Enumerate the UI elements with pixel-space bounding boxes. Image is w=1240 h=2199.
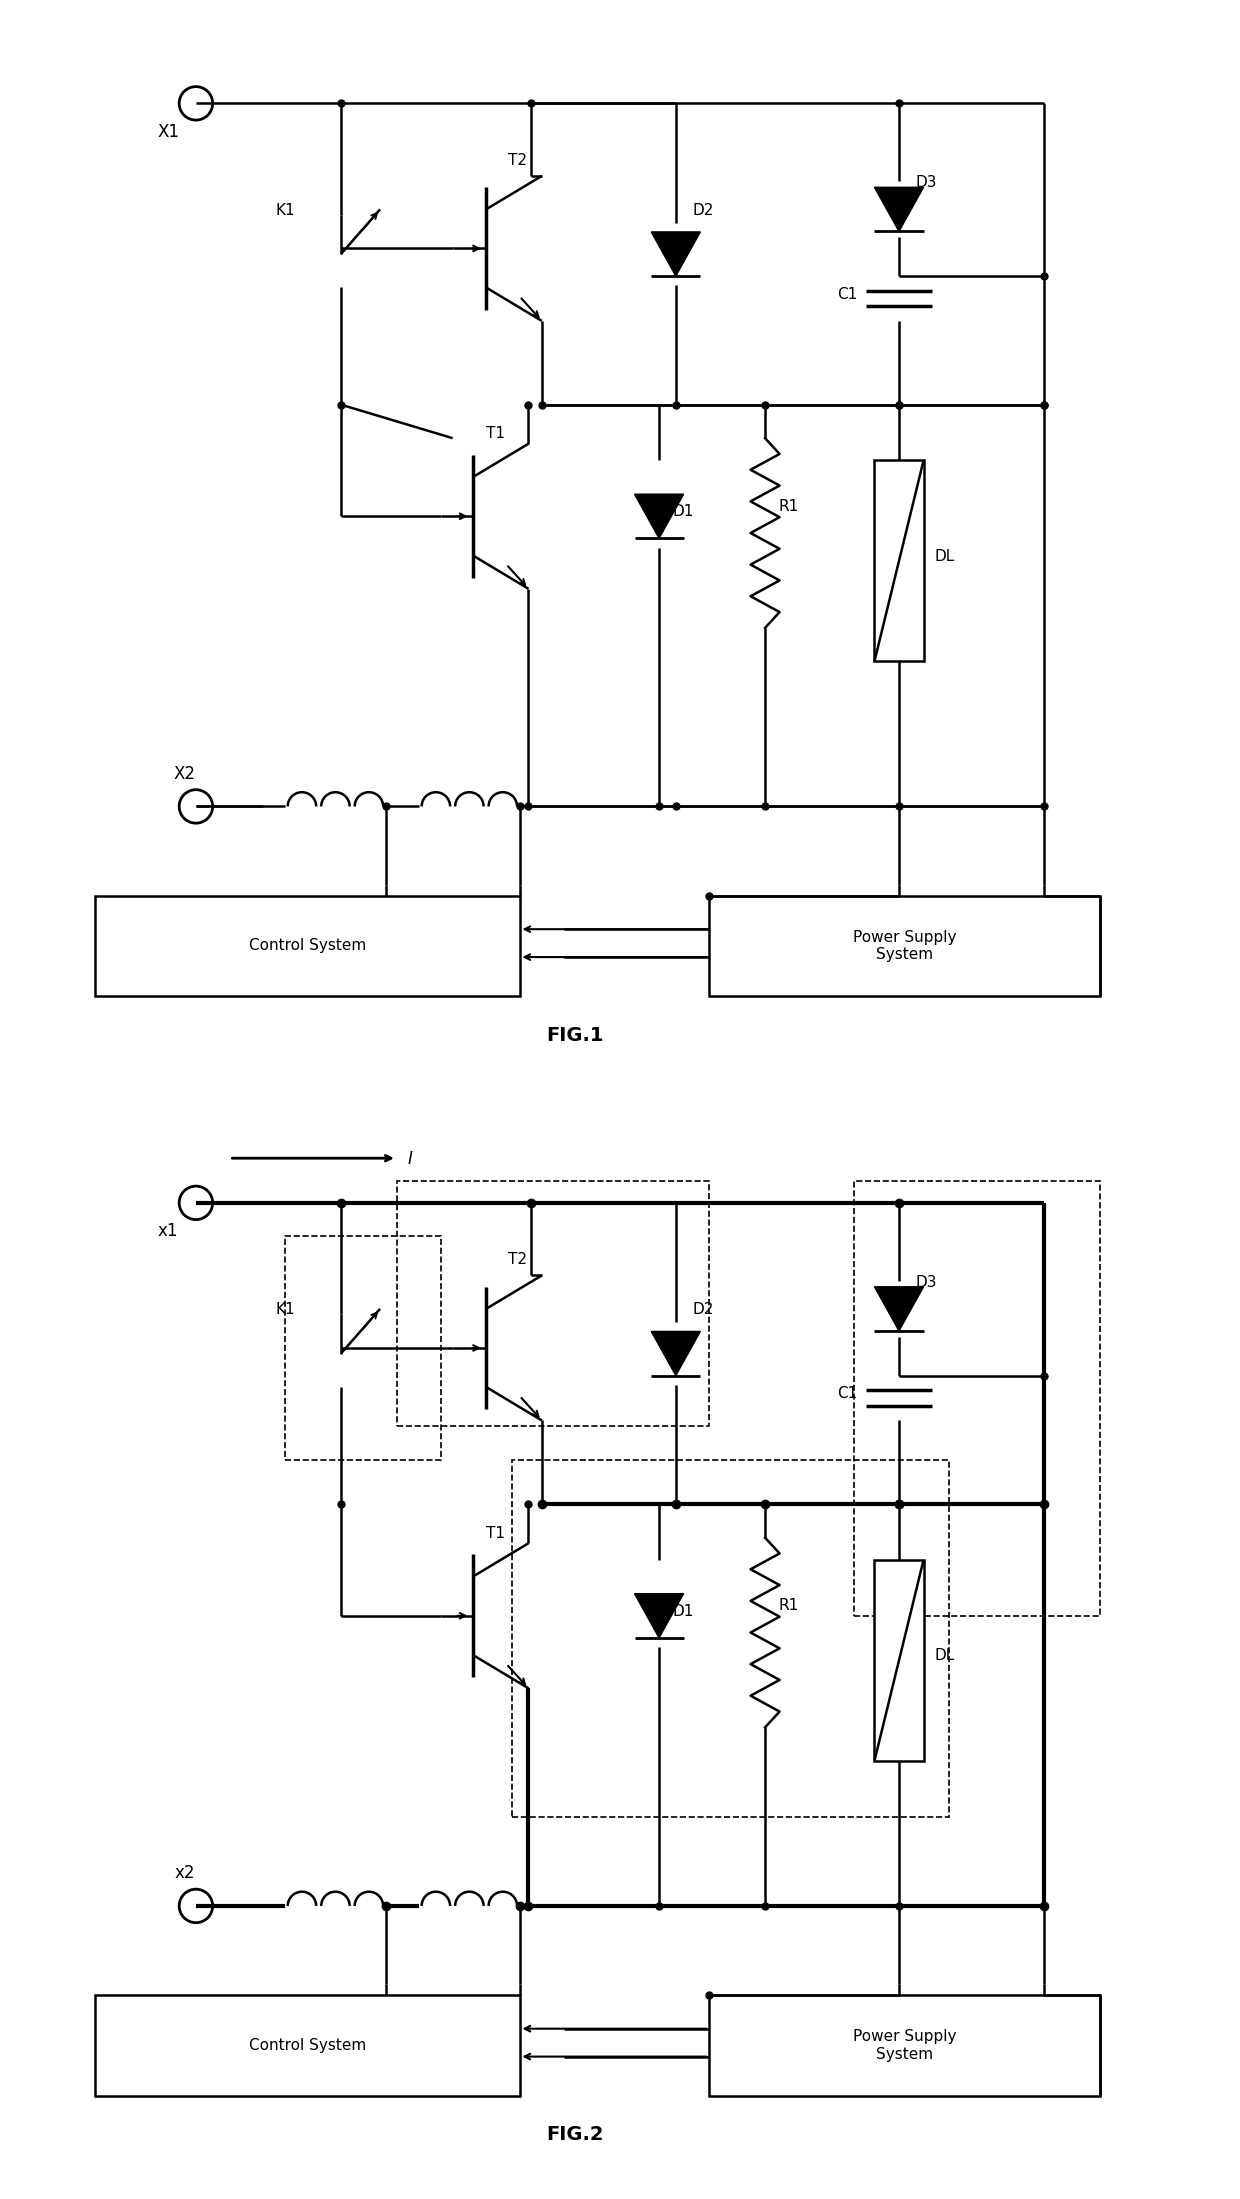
Text: x2: x2	[175, 1865, 195, 1882]
Bar	[874, 460, 924, 662]
Text: FIG.1: FIG.1	[547, 1025, 604, 1045]
Text: D1: D1	[672, 1603, 694, 1618]
Text: Power Supply
System: Power Supply System	[853, 2030, 956, 2063]
Text: C1: C1	[838, 1385, 858, 1401]
Text: K1: K1	[275, 1302, 295, 1317]
Bar	[709, 1994, 1100, 2096]
Text: DL: DL	[935, 1649, 955, 1662]
Polygon shape	[635, 1594, 683, 1638]
Bar	[397, 1181, 709, 1425]
Bar	[512, 1460, 950, 1816]
Text: Control System: Control System	[249, 2038, 366, 2054]
Text: K1: K1	[275, 202, 295, 218]
Bar	[285, 1236, 441, 1460]
Text: T2: T2	[508, 152, 527, 167]
Text: I: I	[408, 1150, 413, 1168]
Bar	[709, 895, 1100, 996]
Text: x1: x1	[157, 1223, 179, 1240]
Text: Power Supply
System: Power Supply System	[853, 930, 956, 963]
Polygon shape	[651, 231, 701, 277]
Polygon shape	[874, 187, 924, 231]
Text: DL: DL	[935, 550, 955, 563]
Bar	[95, 895, 520, 996]
Text: X2: X2	[174, 765, 196, 783]
Text: D2: D2	[693, 1302, 714, 1317]
Text: D3: D3	[915, 1275, 937, 1289]
Text: Control System: Control System	[249, 939, 366, 954]
Text: T1: T1	[486, 427, 505, 442]
Text: C1: C1	[838, 286, 858, 301]
Text: D2: D2	[693, 202, 714, 218]
Text: T2: T2	[508, 1251, 527, 1267]
Text: R1: R1	[779, 1599, 799, 1614]
Polygon shape	[635, 495, 683, 539]
Bar	[874, 1559, 924, 1761]
Polygon shape	[651, 1330, 701, 1377]
Text: T1: T1	[486, 1526, 505, 1541]
Text: D1: D1	[672, 504, 694, 519]
Polygon shape	[874, 1286, 924, 1330]
Text: D3: D3	[915, 176, 937, 189]
Bar	[95, 1994, 520, 2096]
Bar	[854, 1181, 1100, 1616]
Text: X1: X1	[157, 123, 179, 141]
Text: FIG.2: FIG.2	[547, 2124, 604, 2144]
Text: R1: R1	[779, 499, 799, 515]
